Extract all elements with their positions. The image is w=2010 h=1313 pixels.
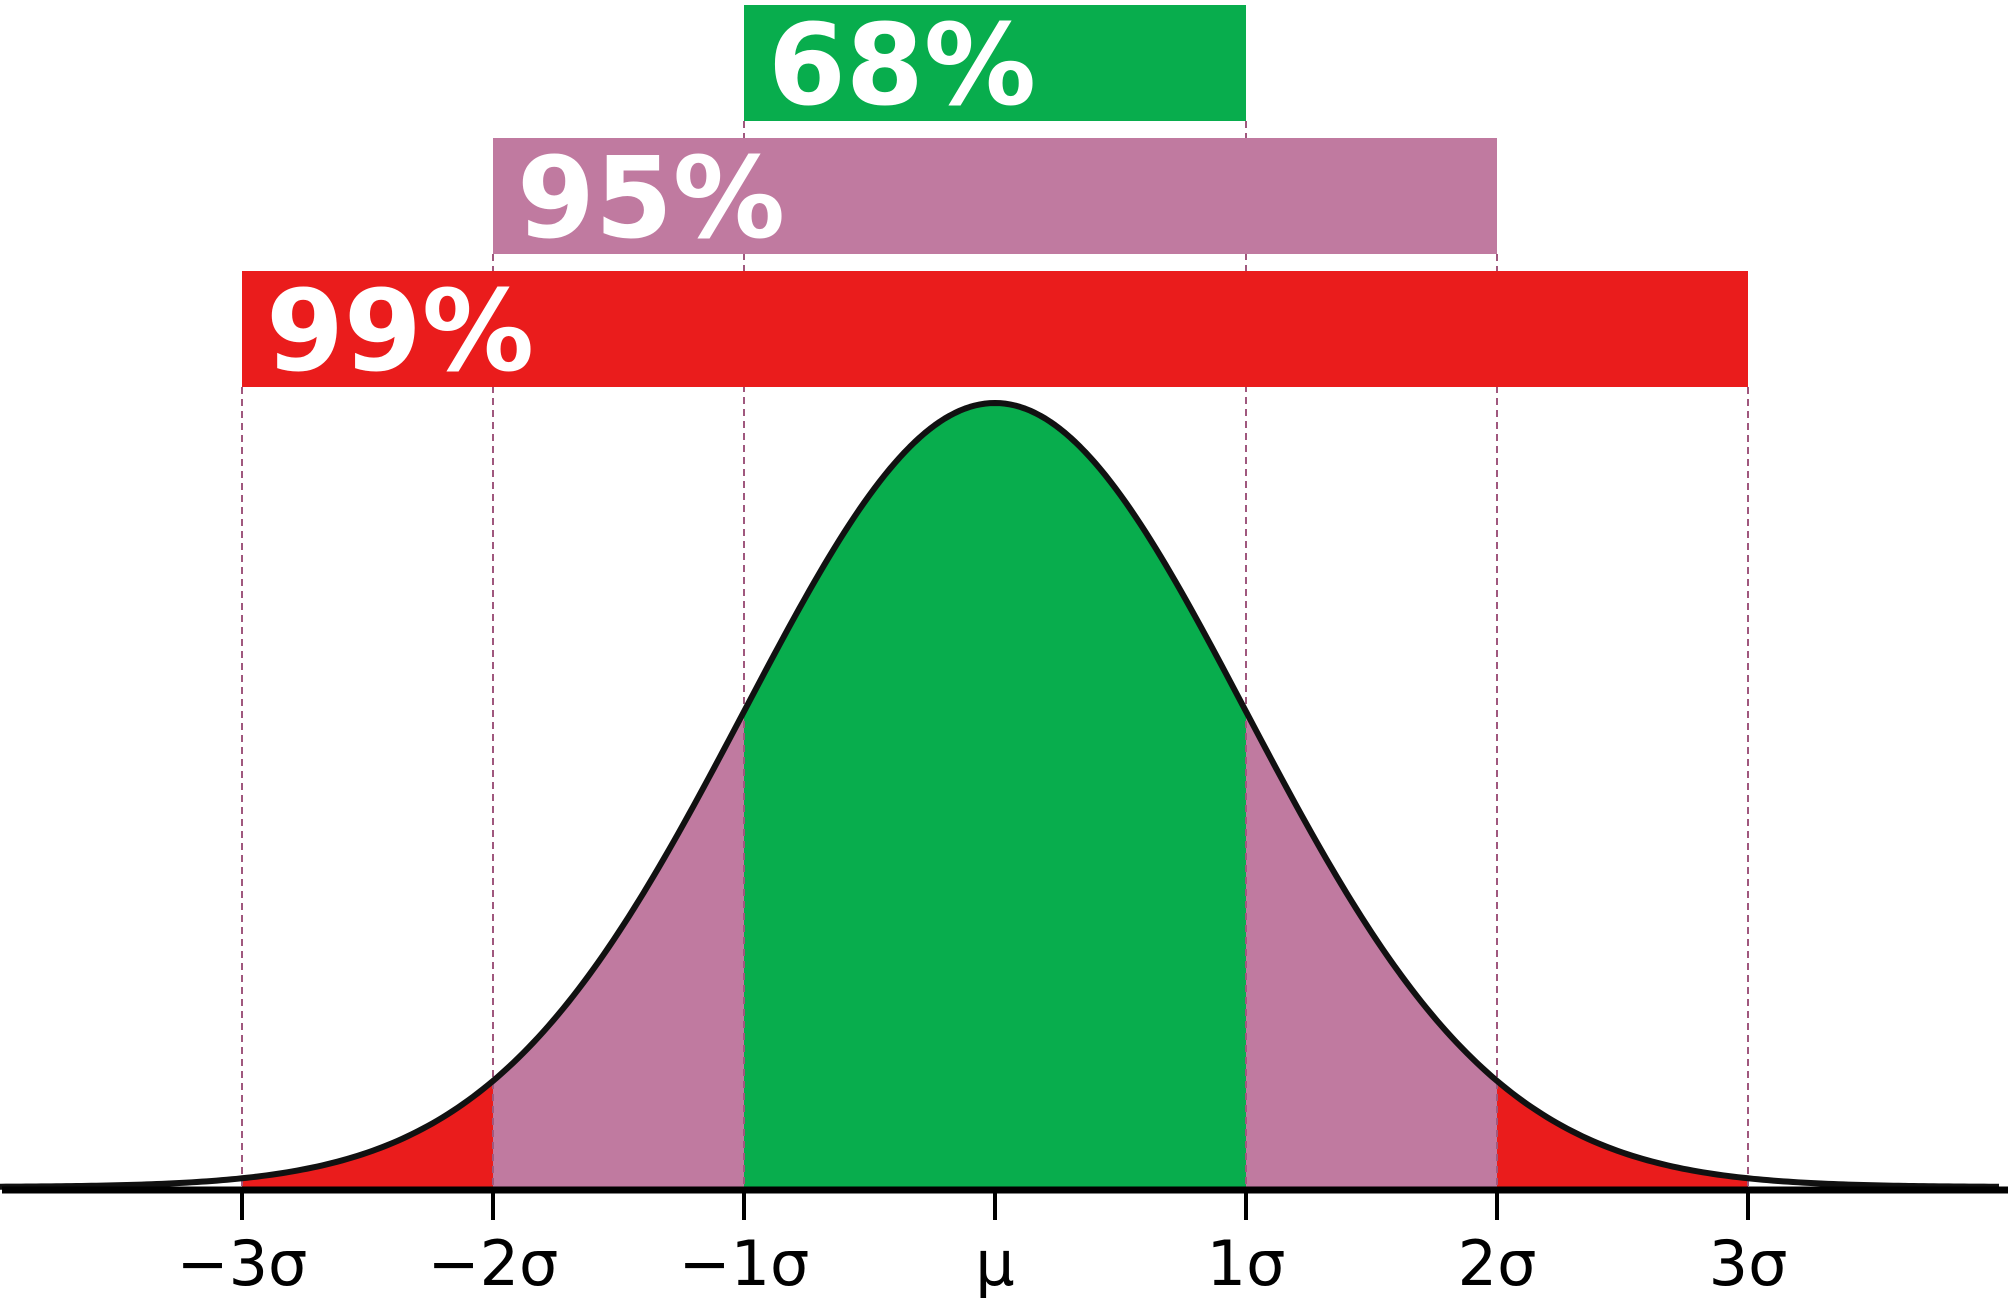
band-99-percent	[242, 271, 1748, 387]
tick-label: −1σ	[679, 1227, 810, 1300]
region-68-percent	[744, 403, 1246, 1187]
tick-label: 1σ	[1207, 1227, 1286, 1300]
tick-label: −3σ	[177, 1227, 308, 1300]
tick-label: μ	[975, 1227, 1014, 1300]
band-68-percent	[744, 5, 1246, 121]
sigma-guide-lines	[241, 121, 1749, 1187]
tick-label: 2σ	[1458, 1227, 1537, 1300]
curve-regions	[242, 403, 1748, 1187]
tick-label: 3σ	[1709, 1227, 1788, 1300]
band-label: 95%	[517, 134, 785, 264]
band-95-percent	[493, 138, 1497, 254]
tick-label: −2σ	[428, 1227, 559, 1300]
density-curve	[0, 400, 2000, 1190]
interval-bands: 68%95%99%	[242, 1, 1748, 397]
band-label: 68%	[768, 1, 1036, 131]
curve-layer	[0, 400, 2000, 1190]
x-axis: −3σ −2σ −1σ μ 1σ 2σ 3σ	[2, 1186, 2008, 1300]
band-label: 99%	[266, 267, 534, 397]
